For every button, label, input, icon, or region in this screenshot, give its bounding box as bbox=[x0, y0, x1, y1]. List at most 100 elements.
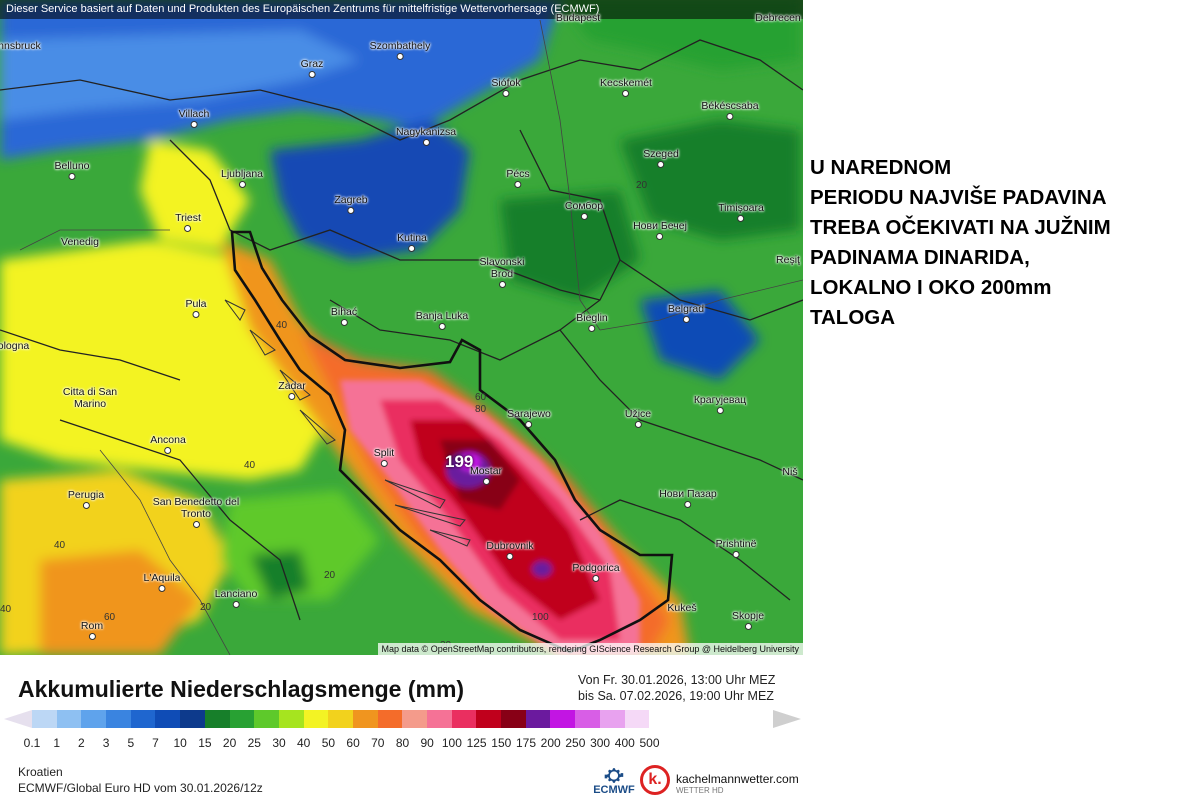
annotation-line: U NAREDNOM bbox=[810, 156, 952, 179]
city-label: Szombathely bbox=[370, 40, 431, 60]
city-label: Ljubljana bbox=[221, 168, 263, 188]
city-label: Siófok bbox=[491, 77, 520, 97]
colorbar-cell bbox=[525, 710, 551, 728]
precipitation-field bbox=[0, 0, 803, 655]
colorbar-tick-label: 200 bbox=[540, 736, 561, 750]
contour-label: 40 bbox=[244, 460, 256, 471]
colorbar-tick-label: 100 bbox=[441, 736, 462, 750]
city-label: Podgorica bbox=[572, 562, 619, 582]
city-label: Zadar bbox=[278, 380, 305, 400]
city-label: Pécs bbox=[506, 168, 529, 188]
ecmwf-logo-text: ECMWF bbox=[593, 784, 635, 796]
forecast-period: Von Fr. 30.01.2026, 13:00 Uhr MEZ bis Sa… bbox=[578, 672, 775, 704]
city-label: Reşiţ bbox=[776, 254, 800, 266]
colorbar-tick-label: 90 bbox=[420, 736, 434, 750]
annotation-line: PERIODU NAJVIŠE PADAVINA bbox=[810, 186, 1107, 209]
city-label: Split bbox=[374, 447, 394, 467]
city-label: Крагујевац bbox=[694, 394, 746, 414]
kachelmann-logo-icon[interactable]: k. bbox=[640, 765, 670, 795]
colorbar-tick-label: 1 bbox=[53, 736, 61, 750]
city-label: Kutina bbox=[397, 232, 427, 252]
city-label: Bihać bbox=[331, 306, 357, 326]
city-label: Slavonski Brod bbox=[467, 256, 537, 288]
city-label: Lanciano bbox=[215, 588, 258, 608]
colorbar-tick-label: 3 bbox=[102, 736, 110, 750]
city-label: Békéscsaba bbox=[701, 100, 758, 120]
colorbar-cell bbox=[254, 710, 279, 728]
colorbar-tick-label: 5 bbox=[127, 736, 135, 750]
colorbar-tick-label: 40 bbox=[297, 736, 311, 750]
colorbar-tick-label: 7 bbox=[152, 736, 159, 750]
city-label: Ancona bbox=[150, 434, 186, 454]
contour-label: 60 bbox=[475, 392, 487, 403]
colorbar-tick-label: 25 bbox=[247, 736, 261, 750]
colorbar-cell bbox=[229, 710, 255, 728]
city-label: Venedig bbox=[61, 236, 99, 248]
city-label: Niš bbox=[782, 466, 798, 478]
colorbar-cell bbox=[303, 710, 329, 728]
colorbar-cell bbox=[81, 710, 107, 728]
data-source-disclaimer: Dieser Service basiert auf Daten und Pro… bbox=[0, 0, 803, 19]
colorbar-cell bbox=[204, 710, 230, 728]
colorbar-tick-label: 125 bbox=[466, 736, 487, 750]
city-label: Perugia bbox=[68, 489, 104, 509]
forecast-annotation: U NAREDNOM PERIODU NAJVIŠE PADAVINA TREB… bbox=[810, 153, 1195, 333]
colorbar-cell bbox=[352, 710, 378, 728]
colorbar-cell bbox=[32, 710, 57, 728]
city-label: Sarajewo bbox=[507, 408, 551, 428]
city-label: Graz bbox=[301, 58, 324, 78]
city-label: Timişoara bbox=[718, 202, 764, 222]
colorbar-tick-label: 300 bbox=[590, 736, 611, 750]
contour-label: 20 bbox=[636, 180, 648, 191]
city-label: Citta di San Marino bbox=[62, 386, 118, 410]
city-label: San Benedetto del Tronto bbox=[146, 496, 246, 528]
colorbar-cell bbox=[451, 710, 477, 728]
colorbar-cell bbox=[377, 710, 403, 728]
colorbar-tick-label: 150 bbox=[491, 736, 512, 750]
city-label: Zagreb bbox=[334, 194, 367, 214]
city-label: Triest bbox=[175, 212, 201, 232]
city-label: Mostar bbox=[470, 465, 502, 485]
model-run-label: ECMWF/Global Euro HD vom 30.01.2026/12z bbox=[18, 781, 263, 795]
city-label: L'Aquila bbox=[143, 572, 180, 592]
legend-title: Akkumulierte Niederschlagsmenge (mm) bbox=[18, 676, 465, 702]
contour-label: 80 bbox=[475, 404, 487, 415]
colorbar-cell bbox=[130, 710, 156, 728]
colorbar-ticks: 0.1 1 2 3 5 7 10 15 20 25 30 40 50 60 70 80 90 100 125 150 1… bbox=[0, 736, 800, 752]
annotation-line: LOKALNO I OKO 200mm bbox=[810, 276, 1052, 299]
colorbar-cell bbox=[402, 710, 427, 728]
brand-name[interactable]: kachelmannwetter.com bbox=[676, 772, 799, 786]
colorbar-tick-label: 70 bbox=[371, 736, 385, 750]
colorbar-cell bbox=[550, 710, 576, 728]
map-attribution[interactable]: Map data © OpenStreetMap contributors, r… bbox=[377, 643, 803, 655]
city-label: Užice bbox=[625, 408, 651, 428]
colorbar-cell bbox=[56, 710, 82, 728]
city-label: Нови Пазар bbox=[659, 488, 717, 508]
city-label: Bieglin bbox=[576, 312, 608, 332]
colorbar-tick-label: 2 bbox=[78, 736, 85, 750]
precipitation-map[interactable]: Dieser Service basiert auf Daten und Pro… bbox=[0, 0, 803, 655]
annotation-line: TALOGA bbox=[810, 306, 896, 329]
colorbar-cell bbox=[155, 710, 181, 728]
city-label: Debrecen bbox=[755, 12, 801, 24]
contour-label: 100 bbox=[532, 612, 549, 623]
contour-label: 40 bbox=[0, 604, 12, 615]
colorbar-high-arrow bbox=[773, 710, 801, 728]
colorbar-tick-label: 10 bbox=[173, 736, 187, 750]
region-label: Kroatien bbox=[18, 765, 63, 779]
ecmwf-logo[interactable]: ⛮ ECMWF bbox=[592, 766, 636, 796]
city-label: Prishtinë bbox=[716, 538, 757, 558]
colorbar-tick-label: 60 bbox=[346, 736, 360, 750]
colorbar-cell bbox=[278, 710, 304, 728]
colorbar-tick-label: 15 bbox=[198, 736, 212, 750]
colorbar-cell bbox=[599, 710, 625, 728]
colorbar-tick-label: 0.1 bbox=[23, 736, 41, 750]
colorbar-cell bbox=[575, 710, 600, 728]
city-label: Нови Бечеј bbox=[633, 220, 687, 240]
city-label: Rom bbox=[81, 620, 103, 640]
colorbar-tick-label: 500 bbox=[639, 736, 660, 750]
colorbar-cell bbox=[501, 710, 526, 728]
city-label: Innsbruck bbox=[0, 40, 41, 52]
colorbar-low-arrow bbox=[4, 710, 32, 728]
annotation-line: TREBA OČEKIVATI NA JUŽNIM bbox=[810, 216, 1111, 239]
